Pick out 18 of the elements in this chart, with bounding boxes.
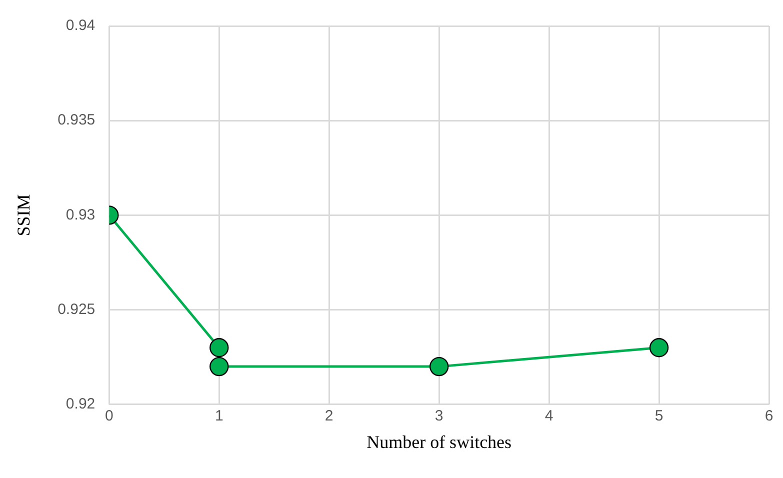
x-tick-label: 0: [104, 408, 114, 425]
y-tick-label: 0.93: [66, 206, 96, 224]
point: [210, 338, 229, 358]
x-tick-label: 1: [214, 408, 224, 425]
y-tick-label: 0.925: [58, 300, 96, 318]
y-tick-label: 0.94: [66, 17, 96, 34]
x-tick-label: 5: [654, 408, 664, 425]
x-tick-label: 4: [544, 408, 554, 425]
y-tick-label: 0.92: [66, 396, 96, 413]
point: [429, 356, 449, 376]
point: [649, 338, 669, 358]
y-axis-title: SSIM: [14, 194, 34, 236]
y-tick-label: 0.935: [58, 112, 96, 129]
x-tick-label: 6: [764, 408, 774, 425]
point: [210, 356, 229, 376]
x-tick-label: 2: [324, 408, 334, 425]
x-axis-title: Number of switches: [366, 432, 512, 452]
x-tick-label: 3: [434, 408, 444, 425]
